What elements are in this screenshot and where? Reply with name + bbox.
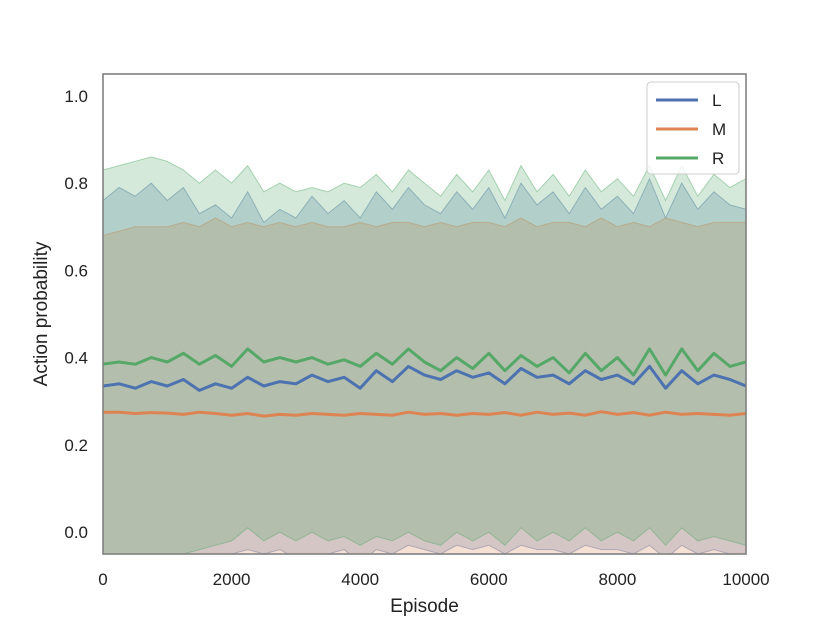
line-L xyxy=(103,364,746,392)
band-R xyxy=(103,156,746,554)
y-tick-label: 0.8 xyxy=(64,174,88,193)
x-tick-label: 0 xyxy=(98,570,107,589)
band-M xyxy=(103,217,746,554)
y-tick-label: 0.6 xyxy=(64,261,88,280)
band-L xyxy=(103,177,746,554)
x-tick-label: 4000 xyxy=(341,570,379,589)
x-axis-ticks: 0 2000 4000 6000 8000 10000 xyxy=(98,570,769,589)
y-tick-label: 0.2 xyxy=(64,436,88,455)
series-lines xyxy=(103,347,746,418)
legend-label-L: L xyxy=(712,91,721,110)
legend: LMR xyxy=(646,81,740,175)
legend-label-R: R xyxy=(712,149,724,168)
line-R xyxy=(103,347,746,377)
legend-label-M: M xyxy=(712,120,726,139)
y-tick-label: 0.0 xyxy=(64,523,88,542)
y-axis-ticks: 0.0 0.2 0.4 0.6 0.8 1.0 xyxy=(64,87,88,542)
y-axis-label: Action probability xyxy=(31,241,52,386)
plot-frame xyxy=(102,73,747,555)
x-tick-label: 6000 xyxy=(470,570,508,589)
x-tick-label: 8000 xyxy=(598,570,636,589)
x-tick-label: 2000 xyxy=(213,570,251,589)
x-axis-label: Episode xyxy=(390,596,459,617)
y-tick-label: 0.4 xyxy=(64,349,88,368)
y-tick-label: 1.0 xyxy=(64,87,88,106)
confidence-bands xyxy=(103,156,746,554)
x-tick-label: 10000 xyxy=(722,570,769,589)
line-M xyxy=(103,410,746,418)
